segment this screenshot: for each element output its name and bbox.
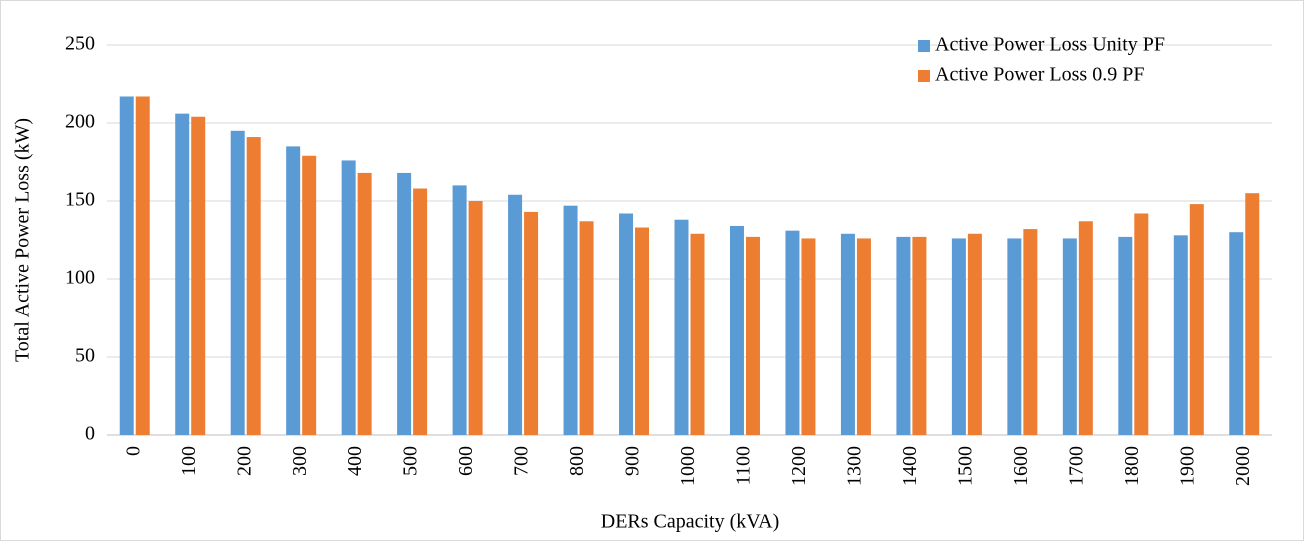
bar [1023,229,1038,435]
bar [690,233,705,435]
x-tick-label: 1800 [1121,446,1143,486]
bar [175,113,190,435]
legend-label: Active Power Loss 0.9 PF [935,64,1144,86]
x-tick-label: 300 [289,446,311,476]
x-tick-label: 800 [566,446,588,476]
bar [896,236,911,435]
legend-marker [918,40,930,52]
x-tick-label: 1200 [788,446,810,486]
x-tick-label: 1100 [733,446,755,485]
legend-marker [918,70,930,82]
bar [413,188,428,435]
bar [1078,221,1093,435]
bar [524,211,539,435]
y-tick-label: 250 [65,33,95,55]
bar [801,238,816,435]
bar [119,96,134,435]
x-tick-label: 0 [122,446,144,456]
y-tick-label: 200 [65,111,95,133]
bar [1245,193,1260,435]
bar [635,227,650,435]
bar [191,116,206,435]
bar [357,172,372,436]
bar [856,238,871,435]
x-tick-label: 200 [233,446,255,476]
x-tick-label: 1600 [1010,446,1032,486]
bar [840,233,855,435]
bar [508,194,523,435]
x-tick-label: 1700 [1065,446,1087,486]
bar [729,225,744,435]
x-tick-label: 1300 [844,446,866,486]
bar [286,146,301,435]
x-tick-label: 700 [511,446,533,476]
bar [912,236,927,435]
y-tick-label: 100 [65,267,95,289]
bar [1229,232,1244,435]
y-tick-label: 150 [65,189,95,211]
bar [135,96,150,435]
bar [397,172,412,436]
x-tick-label: 100 [178,446,200,476]
y-tick-label: 0 [85,423,95,445]
bar [1134,213,1149,435]
bar [674,219,689,435]
y-tick-label: 50 [75,345,95,367]
bar [246,137,261,436]
bar [1062,238,1077,435]
x-tick-label: 1400 [899,446,921,486]
bar [563,205,578,435]
x-tick-label: 500 [400,446,422,476]
y-axis-title: Total Active Power Loss (kW) [12,118,34,362]
bar [745,236,760,435]
x-tick-label: 1000 [677,446,699,486]
bar [341,160,356,435]
bar [1118,236,1133,435]
x-tick-label: 1900 [1176,446,1198,486]
bar [967,233,982,435]
bar [951,238,966,435]
x-tick-label: 1500 [954,446,976,486]
bar [1189,204,1204,435]
bar [1173,235,1188,435]
x-tick-label: 2000 [1232,446,1254,486]
bar [230,130,245,436]
bar [619,213,634,435]
bar [785,230,800,435]
bar [452,185,467,435]
bar [468,201,483,435]
x-tick-label: 900 [622,446,644,476]
x-tick-label: 400 [344,446,366,476]
bar [579,221,594,435]
legend-label: Active Power Loss Unity PF [935,34,1165,56]
x-tick-label: 600 [455,446,477,476]
bar [1007,238,1022,435]
x-axis-title: DERs Capacity (kVA) [601,511,780,533]
bar [302,155,317,435]
